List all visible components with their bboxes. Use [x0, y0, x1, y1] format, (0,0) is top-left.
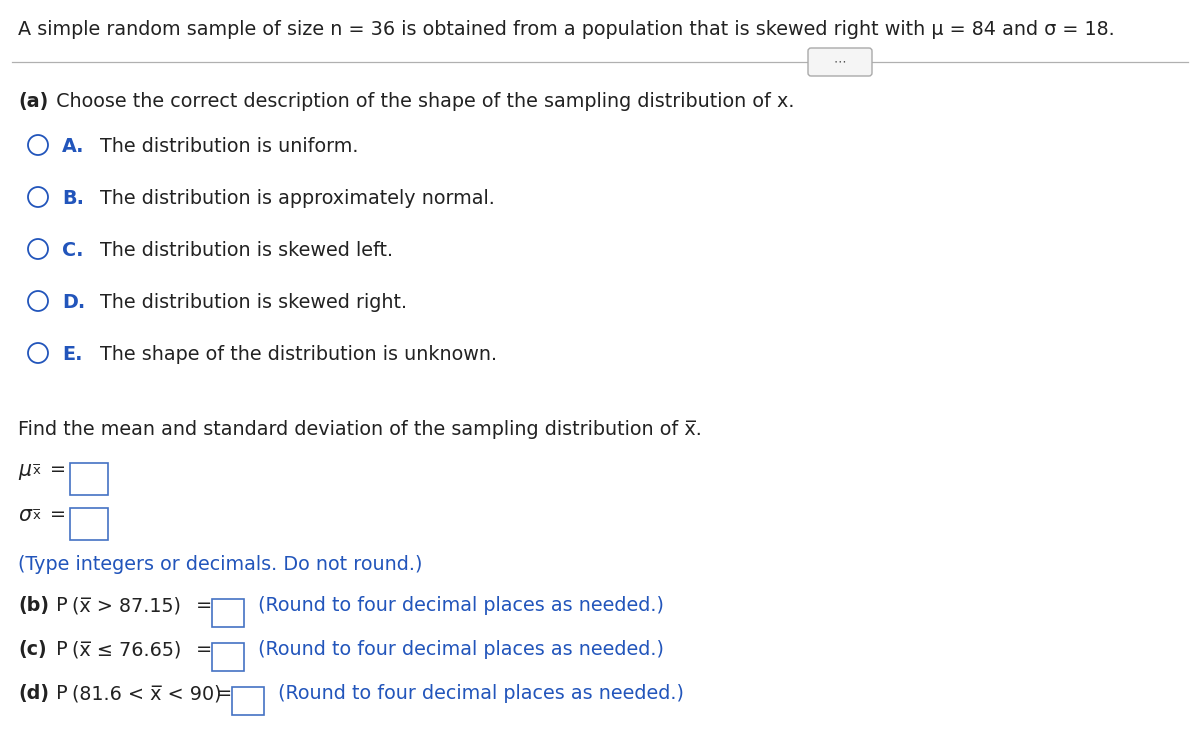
- Text: (Round to four decimal places as needed.): (Round to four decimal places as needed.…: [252, 596, 664, 615]
- FancyBboxPatch shape: [212, 599, 244, 627]
- Text: The distribution is approximately normal.: The distribution is approximately normal…: [100, 189, 494, 208]
- Text: =: =: [190, 640, 212, 659]
- Text: P: P: [50, 596, 73, 615]
- Text: (b): (b): [18, 596, 49, 615]
- Text: (d): (d): [18, 684, 49, 703]
- Circle shape: [28, 291, 48, 311]
- Text: C.: C.: [62, 241, 84, 260]
- Text: Choose the correct description of the shape of the sampling distribution of x.: Choose the correct description of the sh…: [50, 92, 794, 111]
- FancyBboxPatch shape: [212, 643, 244, 671]
- Text: =: =: [50, 460, 66, 479]
- Text: (x̅ > 87.15): (x̅ > 87.15): [72, 596, 181, 615]
- Text: The distribution is skewed right.: The distribution is skewed right.: [100, 293, 407, 312]
- Text: P: P: [50, 684, 73, 703]
- Text: (Type integers or decimals. Do not round.): (Type integers or decimals. Do not round…: [18, 555, 422, 574]
- FancyBboxPatch shape: [70, 508, 108, 540]
- Text: The distribution is uniform.: The distribution is uniform.: [100, 137, 359, 156]
- Circle shape: [28, 239, 48, 259]
- Text: σ: σ: [18, 505, 31, 525]
- Text: =: =: [210, 684, 232, 703]
- FancyBboxPatch shape: [70, 463, 108, 495]
- Text: A.: A.: [62, 137, 84, 156]
- Text: The distribution is skewed left.: The distribution is skewed left.: [100, 241, 394, 260]
- Text: D.: D.: [62, 293, 85, 312]
- Text: x̅: x̅: [34, 509, 41, 522]
- Text: (c): (c): [18, 640, 47, 659]
- Text: =: =: [190, 596, 212, 615]
- Text: P: P: [50, 640, 73, 659]
- Text: x̅: x̅: [34, 464, 41, 477]
- Circle shape: [28, 135, 48, 155]
- Text: (x̅ ≤ 76.65): (x̅ ≤ 76.65): [72, 640, 181, 659]
- Text: ⋯: ⋯: [834, 56, 846, 68]
- FancyBboxPatch shape: [808, 48, 872, 76]
- FancyBboxPatch shape: [232, 687, 264, 715]
- Circle shape: [28, 187, 48, 207]
- Text: A simple random sample of size n = 36 is obtained from a population that is skew: A simple random sample of size n = 36 is…: [18, 20, 1115, 39]
- Circle shape: [28, 343, 48, 363]
- Text: (81.6 < x̅ < 90): (81.6 < x̅ < 90): [72, 684, 222, 703]
- Text: B.: B.: [62, 189, 84, 208]
- Text: (Round to four decimal places as needed.): (Round to four decimal places as needed.…: [252, 640, 664, 659]
- Text: Find the mean and standard deviation of the sampling distribution of x̅.: Find the mean and standard deviation of …: [18, 420, 702, 439]
- Text: =: =: [50, 505, 66, 524]
- Text: E.: E.: [62, 345, 83, 364]
- Text: μ: μ: [18, 460, 31, 480]
- Text: (a): (a): [18, 92, 48, 111]
- Text: (Round to four decimal places as needed.): (Round to four decimal places as needed.…: [272, 684, 684, 703]
- Text: The shape of the distribution is unknown.: The shape of the distribution is unknown…: [100, 345, 497, 364]
